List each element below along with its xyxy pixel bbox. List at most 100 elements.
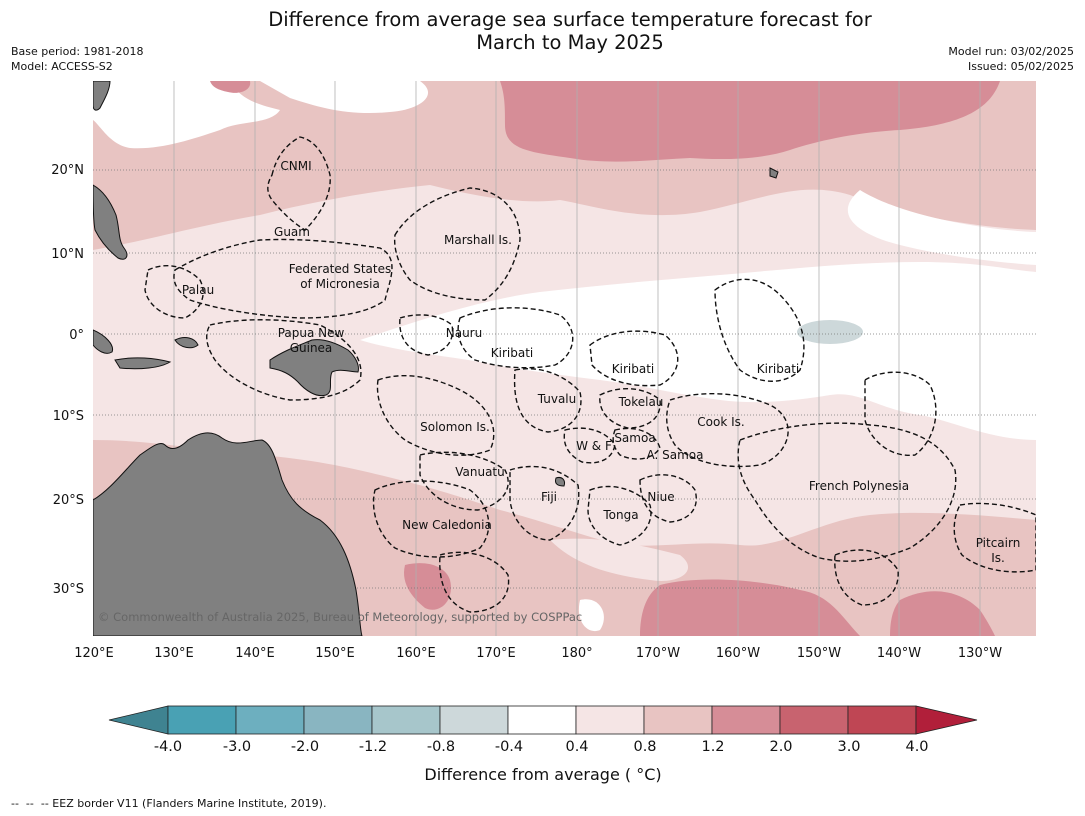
meta-left: Base period: 1981-2018 Model: ACCESS-S2	[11, 44, 143, 74]
label-png-line1: Papua New	[278, 326, 345, 340]
anomaly-white-n	[260, 81, 429, 114]
eez-png	[206, 319, 362, 401]
issued-date: Issued: 05/02/2025	[967, 60, 1074, 73]
lat-tick-20n: 20°N	[51, 163, 84, 178]
eez-nauru	[399, 314, 454, 356]
colorbar-segment-10	[779, 705, 849, 735]
base-period: Base period: 1981-2018	[11, 45, 144, 58]
eez-marshall	[393, 187, 521, 301]
colorbar-segment-3	[303, 705, 373, 735]
lon-tick-160e: 160°E	[396, 646, 436, 661]
eez-fsm	[173, 238, 393, 319]
colorbar-segment-11	[847, 705, 917, 735]
label-pitcairn-line1: Pitcairn	[976, 536, 1021, 550]
cb-tick-11: 4.0	[905, 739, 928, 755]
lat-tick-20s: 20°S	[53, 493, 84, 508]
lat-tick-30s: 30°S	[53, 582, 84, 597]
title-line-1: Difference from average sea surface temp…	[268, 8, 872, 31]
island-seram	[114, 357, 172, 370]
anomaly-red-nw	[210, 81, 251, 93]
label-new-caledonia: New Caledonia	[402, 518, 492, 532]
cb-tick-9: 2.0	[769, 739, 792, 755]
taiwan	[93, 81, 111, 111]
label-samoa: Samoa	[614, 431, 655, 445]
eez-austral	[834, 549, 899, 606]
lat-tick-10n: 10°N	[51, 247, 84, 262]
title-line-2: March to May 2025	[476, 31, 664, 54]
eez-tokelau	[599, 387, 661, 429]
eez-pitcairn	[953, 502, 1036, 573]
philippines-north	[93, 184, 128, 260]
anomaly-red-south-1	[640, 579, 860, 636]
graticule-parallels	[93, 169, 1036, 589]
cb-tick-7: 0.8	[633, 739, 656, 755]
label-marshall: Marshall Is.	[444, 233, 512, 247]
hawaii	[769, 167, 779, 179]
lon-tick-180: 180°	[561, 646, 592, 661]
label-tuvalu: Tuvalu	[537, 392, 577, 406]
anomaly-light-south	[550, 538, 689, 581]
colorbar-segment-2	[235, 705, 305, 735]
colorbar-segment-4	[371, 705, 441, 735]
lon-tick-140e: 140°E	[235, 646, 275, 661]
australia	[93, 432, 363, 636]
eez-samoa	[612, 427, 661, 460]
map-title: Difference from average sea surface temp…	[170, 8, 970, 54]
eez-cook-north	[666, 393, 789, 468]
place-labels: CNMI Guam Marshall Is. Federated States …	[182, 159, 1020, 565]
label-png-line2: Guinea	[290, 341, 333, 355]
eez-kiribati-w	[457, 307, 574, 369]
cb-tick-5: -0.4	[495, 739, 523, 755]
lon-tick-170e: 170°E	[476, 646, 516, 661]
colorbar-title: Difference from average ( °C)	[424, 765, 661, 784]
lat-tick-10s: 10°S	[53, 409, 84, 424]
anomaly-white-equator	[360, 262, 1036, 440]
island-halmahera	[174, 337, 199, 349]
lon-tick-120e: 120°E	[74, 646, 114, 661]
lon-tick-140w: 140°W	[877, 646, 921, 661]
colorbar-segment-9	[711, 705, 781, 735]
label-tokelau: Tokelau	[618, 395, 664, 409]
cb-tick-1: -3.0	[223, 739, 251, 755]
label-cook: Cook Is.	[697, 415, 744, 429]
model-name: Model: ACCESS-S2	[11, 60, 113, 73]
eez-french-polynesia	[737, 422, 957, 562]
colorbar-segment-7	[575, 705, 645, 735]
eez-tonga	[587, 485, 652, 546]
eez-new-caledonia	[372, 480, 490, 558]
label-wf: W & F	[576, 439, 612, 453]
longitude-labels: 120°E 130°E 140°E 150°E 160°E 170°E 180°…	[74, 646, 1002, 661]
lon-tick-170w: 170°W	[636, 646, 680, 661]
label-cnmi: CNMI	[280, 159, 311, 173]
cb-tick-6: 0.4	[565, 739, 588, 755]
label-pitcairn-line2: Is.	[991, 551, 1005, 565]
anomaly-white-nw	[93, 81, 280, 149]
eez-kiribati-e	[714, 278, 805, 382]
label-kiribati-east: Kiribati	[757, 362, 799, 376]
label-fiji: Fiji	[541, 490, 557, 504]
eez-kiribati-c	[589, 330, 679, 387]
eez-wf	[563, 427, 616, 464]
label-kiribati-central: Kiribati	[612, 362, 654, 376]
eez-footnote: -- -- -- EEZ border V11 (Flanders Marine…	[11, 797, 327, 810]
new-guinea	[269, 339, 359, 397]
eez-cnmi	[267, 136, 331, 231]
anomaly-white-ne	[847, 190, 1036, 265]
land-masses	[93, 81, 779, 636]
meta-right: Model run: 03/02/2025 Issued: 05/02/2025	[948, 44, 1074, 74]
label-guam: Guam	[274, 225, 310, 239]
label-nauru: Nauru	[446, 326, 482, 340]
eez-norfolk	[439, 551, 510, 613]
eez-marquesas	[864, 371, 937, 456]
map-panel: CNMI Guam Marshall Is. Federated States …	[93, 81, 1036, 636]
sulawesi	[93, 329, 114, 354]
eez-fiji	[509, 465, 580, 541]
label-vanuatu: Vanuatu	[455, 465, 505, 479]
lat-tick-0: 0°	[69, 328, 84, 343]
lon-tick-130w: 130°W	[958, 646, 1002, 661]
eez-borders	[144, 136, 1036, 613]
anomaly-white-south	[578, 599, 604, 632]
label-kiribati-west: Kiribati	[491, 346, 533, 360]
fiji-land	[555, 477, 565, 487]
